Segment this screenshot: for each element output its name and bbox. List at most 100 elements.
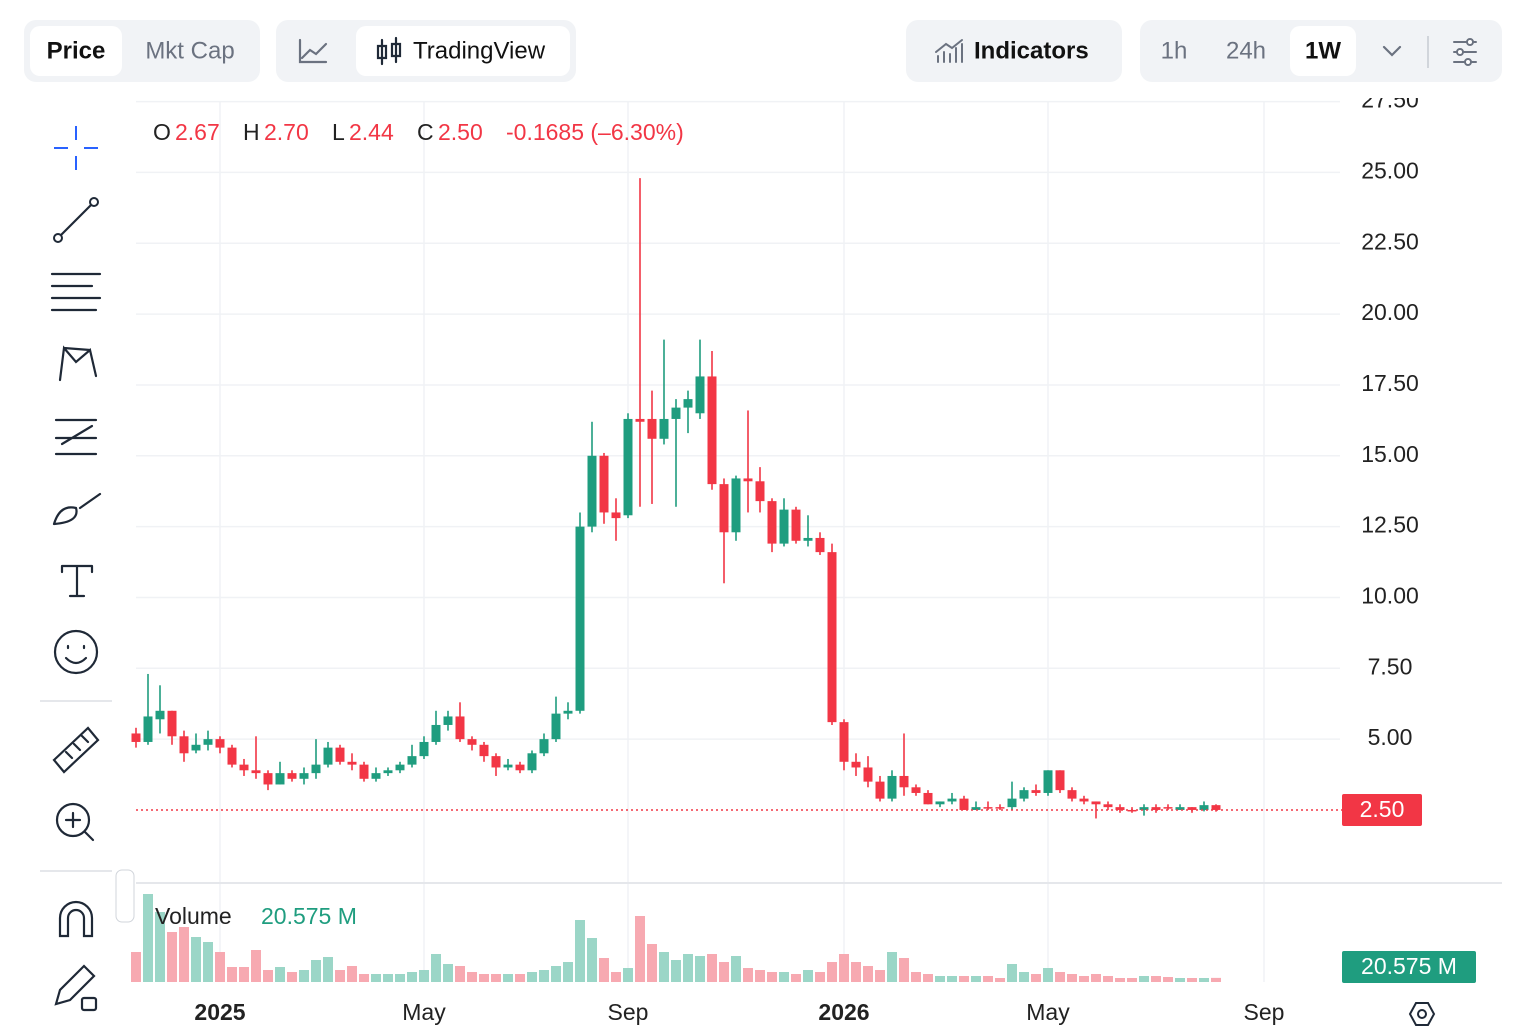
fib-tool[interactable]: [50, 272, 102, 312]
lock-tool: [80, 996, 98, 1012]
candle-body: [875, 781, 885, 799]
volume-bar: [1151, 976, 1161, 982]
indicators-button-bg[interactable]: [906, 20, 1122, 82]
pattern-tool[interactable]: [58, 345, 98, 382]
trendline-tool[interactable]: [56, 200, 96, 240]
volume-bar: [263, 970, 273, 982]
candle-body: [995, 807, 1005, 809]
volume-bar: [419, 970, 429, 982]
candle-body: [455, 716, 465, 740]
candle-body: [647, 418, 657, 439]
magnet-tool[interactable]: [58, 900, 94, 938]
volume-bar: [611, 972, 621, 982]
candle-body: [383, 770, 393, 774]
tradingview-button[interactable]: TradingView: [413, 37, 546, 64]
candle-body: [239, 764, 249, 771]
candle-body: [467, 739, 477, 745]
volume-bar: [1103, 976, 1113, 982]
candle-body: [1079, 798, 1089, 802]
candle-body: [779, 509, 789, 544]
zoom-tool[interactable]: [55, 802, 91, 838]
volume-bar: [251, 950, 261, 982]
volume-bar: [215, 952, 225, 982]
settings-icon: [1466, 38, 1474, 46]
volume-bar: [239, 967, 249, 982]
projection-tool[interactable]: [54, 418, 98, 456]
candle-body: [1199, 805, 1209, 810]
active-pill[interactable]: [356, 26, 570, 76]
volume-bar: [815, 972, 825, 982]
interval-button[interactable]: 24h: [1226, 37, 1266, 64]
volume-bar: [371, 974, 381, 982]
collapse-button[interactable]: [115, 869, 135, 923]
dropdown-icon[interactable]: [1382, 45, 1402, 57]
volume-last-label: 20.575 M: [1361, 953, 1457, 979]
line-chart-icon[interactable]: [298, 38, 328, 64]
y-tick-label: 5.00: [1368, 724, 1413, 750]
volume-bar: [791, 974, 801, 982]
candle-body: [887, 775, 897, 799]
candle-body: [719, 484, 729, 533]
candle-body: [587, 455, 597, 527]
volume-bar: [1007, 964, 1017, 982]
emoji-tool: [64, 644, 88, 665]
candle-body: [227, 747, 237, 765]
emoji-tool[interactable]: [53, 629, 99, 675]
text-tool[interactable]: [60, 564, 94, 598]
volume-bar: [167, 932, 177, 982]
volume-bar: [683, 954, 693, 982]
candle-body: [275, 773, 285, 785]
settings-hex[interactable]: [1408, 1002, 1436, 1026]
candle-body: [599, 455, 609, 513]
candle-body: [539, 739, 549, 754]
volume-bar: [1187, 978, 1197, 982]
indicators-button[interactable]: Indicators: [974, 37, 1089, 64]
candle-body: [959, 798, 969, 810]
volume-bar: [971, 976, 981, 982]
volume-bar: [287, 972, 297, 982]
volume-last-box: [1342, 951, 1476, 983]
volume-legend: Volume: [155, 903, 232, 929]
candle-body: [515, 764, 525, 771]
volume-bar: [959, 976, 969, 982]
ruler-tool[interactable]: [52, 726, 100, 774]
candle-body: [359, 764, 369, 779]
price-button[interactable]: Price: [47, 37, 106, 64]
volume-bar: [1199, 978, 1209, 982]
candle-body: [947, 798, 957, 802]
candle-body: [863, 767, 873, 782]
candle-body: [1055, 770, 1065, 791]
interval-button[interactable]: 1h: [1161, 37, 1188, 64]
candle-body: [1211, 805, 1221, 810]
x-tick-label: 2025: [194, 999, 245, 1025]
last-price-label: 2.50: [1360, 796, 1405, 822]
active-pill[interactable]: [1290, 26, 1356, 76]
candle-icon: [376, 36, 402, 66]
candle-body: [815, 537, 825, 553]
volume-bar: [527, 972, 537, 982]
volume-bar: [431, 954, 441, 982]
volume-bar: [407, 972, 417, 982]
y-tick-label: 22.50: [1361, 228, 1419, 254]
candle-body: [131, 733, 141, 742]
lock-tool[interactable]: [54, 964, 96, 1006]
candle-body: [215, 739, 225, 748]
volume-bar: [1091, 974, 1101, 982]
brush-tool[interactable]: [52, 492, 102, 526]
volume-bar: [935, 976, 945, 982]
volume-bar: [1079, 976, 1089, 982]
volume-bar: [995, 978, 1005, 982]
active-pill[interactable]: [30, 26, 122, 76]
candle-body: [251, 770, 261, 774]
candle-body: [1175, 807, 1185, 810]
settings-icon: [1456, 48, 1464, 56]
interval-button[interactable]: 1W: [1305, 37, 1341, 64]
ohlc-value: 2.50: [438, 119, 483, 145]
candle-body: [791, 509, 801, 541]
crosshair-tool[interactable]: [54, 126, 98, 170]
candle-body: [1139, 807, 1149, 810]
candle-body: [671, 407, 681, 419]
mktcap-button[interactable]: Mkt Cap: [145, 37, 234, 64]
ohlc-key: H: [243, 119, 260, 145]
candle-body: [803, 537, 813, 541]
